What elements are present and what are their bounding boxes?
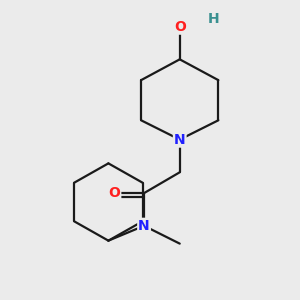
Text: N: N [174,133,185,147]
Text: O: O [108,186,120,200]
Text: O: O [174,20,186,34]
Text: H: H [208,12,220,26]
Text: N: N [138,219,150,233]
